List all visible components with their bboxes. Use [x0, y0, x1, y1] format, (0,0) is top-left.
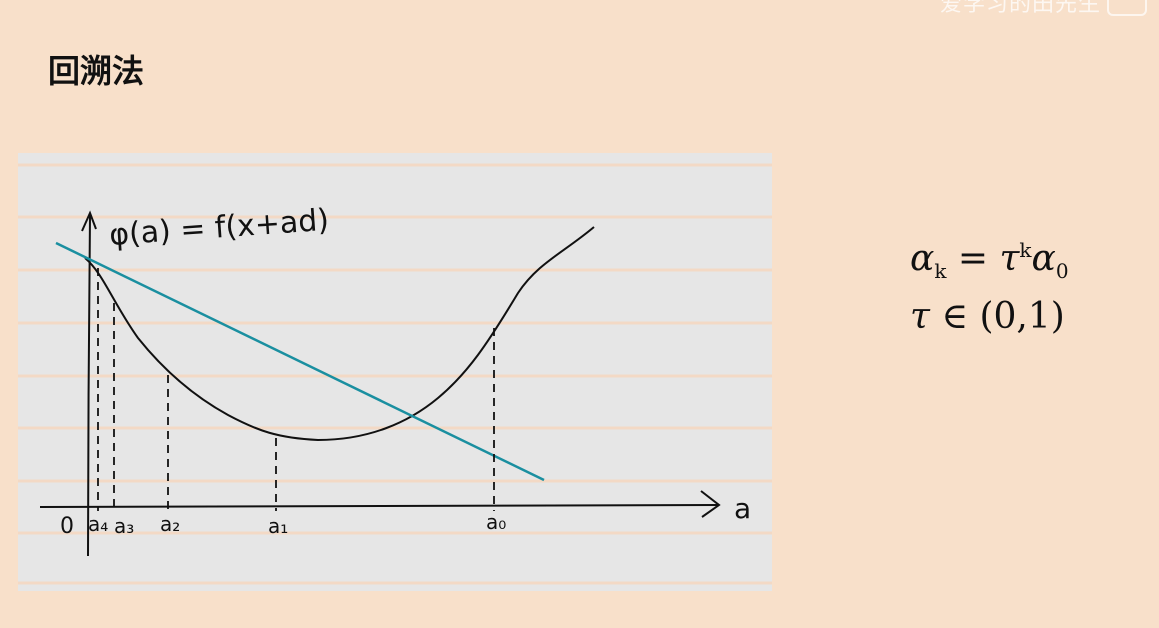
alpha0-symbol: α	[1031, 238, 1056, 279]
armijo-line	[55, 241, 545, 482]
label-a2: a₂	[160, 512, 180, 536]
label-a3: a₃	[114, 514, 134, 538]
label-a0: a₀	[486, 510, 506, 534]
function-label: φ(a) = f(x+ad)	[108, 203, 330, 253]
subscript-k: k	[934, 259, 947, 284]
x-axis-label: a	[734, 492, 751, 525]
formula-tau-range: τ ∈ (0,1)	[910, 296, 1065, 337]
subscript-0: 0	[1055, 259, 1069, 284]
tau-range-text: ∈ (0,1)	[929, 296, 1065, 337]
notebook-sketch: φ(a) = f(x+ad) 0 a a₄ a₃ a₂ a₁ a₀	[18, 153, 772, 591]
watermark-logo-icon	[1107, 0, 1147, 16]
tau-symbol: τ	[910, 296, 930, 337]
x-axis-arrow-icon	[700, 490, 721, 518]
tau-symbol: τ	[999, 238, 1020, 279]
label-a4: a₄	[88, 512, 108, 536]
diagram-svg: φ(a) = f(x+ad) 0 a a₄ a₃ a₂ a₁ a₀	[18, 163, 772, 585]
watermark-text: 爱学习的田先生	[939, 0, 1101, 17]
y-axis	[87, 214, 91, 557]
x-axis	[39, 504, 719, 508]
origin-label: 0	[60, 514, 74, 539]
label-a1: a₁	[268, 514, 288, 538]
ruled-lines	[18, 163, 772, 585]
phi-curve	[84, 226, 595, 442]
equals-sign: =	[946, 238, 1000, 279]
alpha-symbol: α	[910, 238, 935, 279]
y-axis-arrow-icon	[81, 210, 97, 232]
superscript-k: k	[1019, 238, 1032, 262]
page-title: 回溯法	[48, 52, 145, 90]
formula-step-size: αk = τkα0	[910, 238, 1069, 283]
